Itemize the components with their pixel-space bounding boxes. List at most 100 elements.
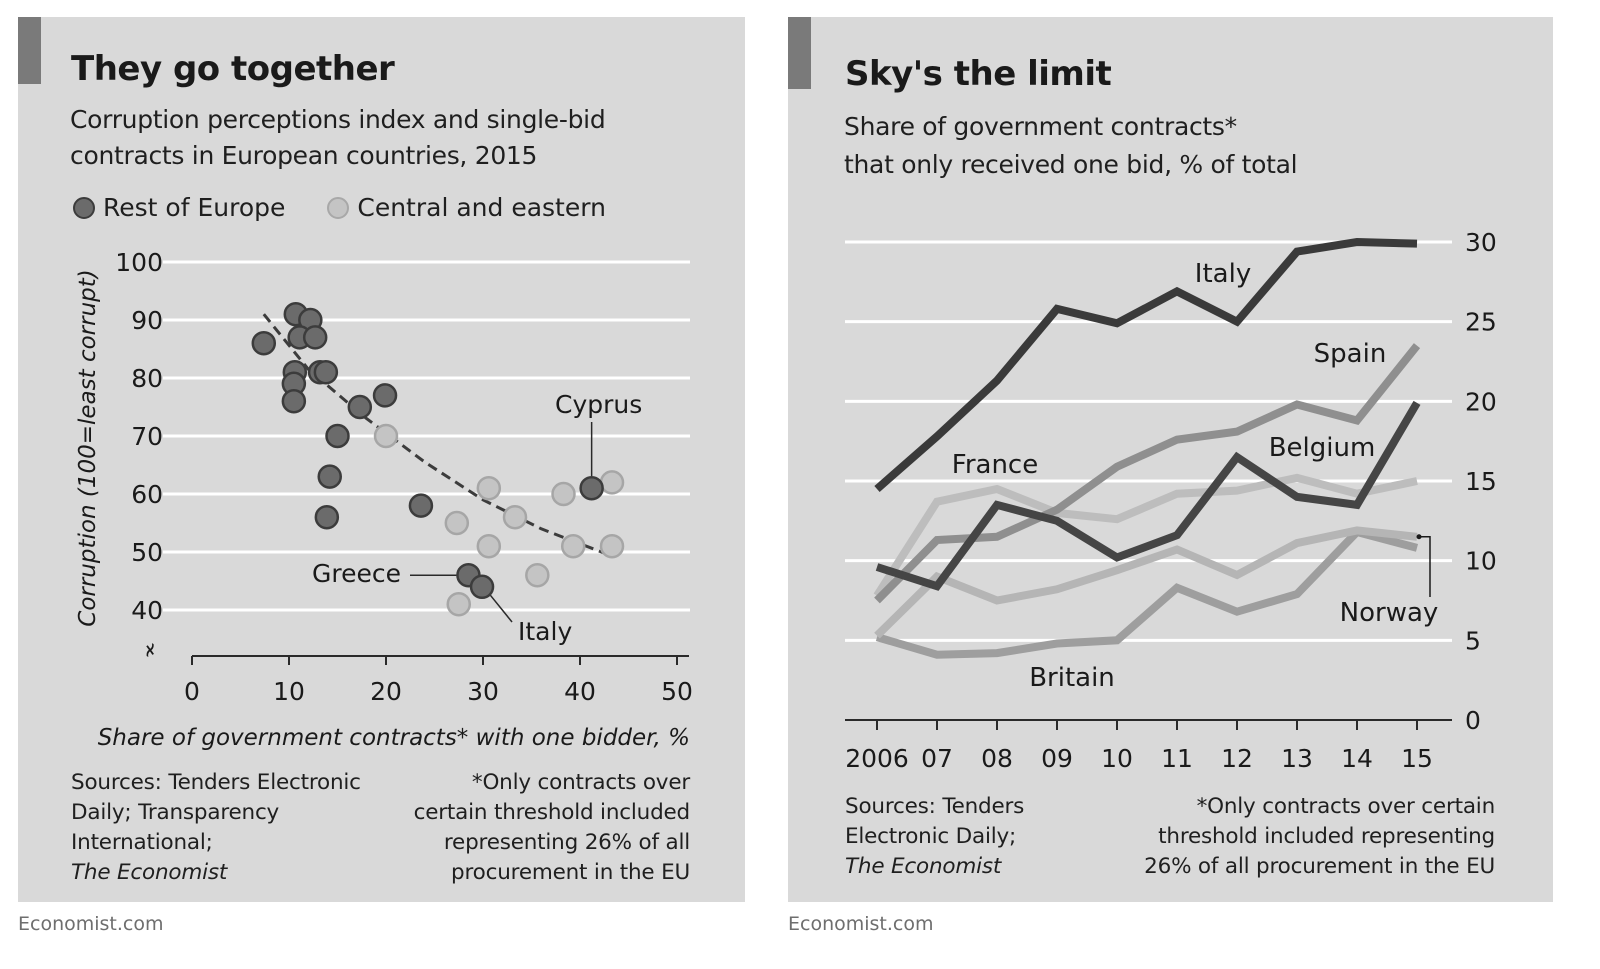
chart-legend: Rest of Europe Central and eastern: [73, 193, 648, 222]
data-point-rest-of-europe: [469, 574, 495, 600]
accent-bar: [18, 17, 41, 84]
data-point-rest-of-europe: [408, 493, 434, 518]
data-point-central-eastern: [525, 562, 550, 588]
subtitle-line: contracts in European countries, 2015: [70, 141, 538, 170]
sources-note: Sources: Tenders Electronic Daily; The E…: [845, 792, 1024, 882]
legend-marker-icon: [73, 196, 95, 219]
y-tick-label: 40: [131, 596, 163, 625]
sources-publisher: The Economist: [71, 860, 228, 885]
x-tick-label: 2006: [845, 744, 909, 773]
legend-item-central-eastern: Central and eastern: [327, 193, 606, 222]
x-tick-label: 07: [921, 744, 953, 773]
legend-label: Rest of Europe: [103, 193, 286, 222]
x-axis-title: Share of government contracts* with one …: [98, 725, 690, 751]
series-line-norway: [874, 526, 1418, 639]
legend-marker-icon: [327, 196, 350, 219]
sources-line: Electronic Daily;: [845, 824, 1017, 849]
y-axis-title: Corruption (100=least corrupt): [75, 269, 101, 626]
data-point-central-eastern: [446, 591, 471, 617]
x-tick-label: 08: [981, 744, 1013, 773]
sources-line: Daily; Transparency: [71, 800, 280, 825]
data-point-rest-of-europe: [372, 383, 398, 408]
series-line-france: [873, 473, 1418, 598]
subtitle-line: Corruption perceptions index and single-…: [70, 105, 606, 134]
data-point-central-eastern: [476, 475, 502, 501]
x-tick-label: 15: [1401, 744, 1433, 773]
axis-break-icon: ≁: [135, 636, 166, 664]
series-label-spain: Spain: [1314, 339, 1387, 369]
y-tick-label: 50: [131, 538, 163, 567]
data-point-central-eastern: [476, 533, 502, 559]
accent-bar: [788, 17, 811, 89]
data-point-rest-of-europe: [313, 359, 339, 385]
subtitle-line: that only received one bid, % of total: [844, 150, 1298, 179]
x-tick-label: 14: [1341, 744, 1373, 773]
y-tick-label: 70: [131, 422, 163, 451]
line-plot: 30 25 20 15 10 5 0 2006 07 08 09 10 11 12 13 14 15 Italy S…: [845, 228, 1497, 773]
y-tick-label: 10: [1465, 547, 1497, 576]
data-point-central-eastern: [551, 481, 576, 507]
series-line-italy: [874, 237, 1418, 493]
data-point-rest-of-europe: [325, 423, 350, 449]
annotation-label: Greece: [312, 559, 401, 588]
y-tick-label: 90: [131, 306, 163, 335]
y-tick-label: 20: [1465, 387, 1497, 416]
x-tick-label: 13: [1281, 744, 1313, 773]
annotation-leader: [1419, 536, 1431, 597]
series-line-britain: [875, 527, 1419, 659]
annotation-leader: [489, 594, 513, 623]
x-tick-label: 10: [273, 677, 305, 706]
series-label-britain: Britain: [1029, 663, 1115, 693]
x-tick-label: 09: [1041, 744, 1073, 773]
credit-text: Economist.com: [788, 913, 934, 935]
chart-title: They go together: [71, 49, 395, 89]
data-point-central-eastern: [373, 423, 399, 449]
data-point-central-eastern: [599, 470, 625, 495]
y-tick-label: 5: [1465, 626, 1481, 655]
y-tick-label: 25: [1465, 308, 1497, 337]
footnote-line: certain threshold included: [413, 800, 691, 825]
credit-text: Economist.com: [18, 913, 164, 935]
x-tick-label: 11: [1161, 744, 1193, 773]
footnote-line: 26% of all procurement in the EU: [1144, 854, 1495, 879]
series-label-france: France: [952, 450, 1038, 480]
data-point-central-eastern: [502, 504, 528, 530]
series-line-spain: [874, 343, 1421, 604]
x-tick-label: 10: [1101, 744, 1133, 773]
y-tick-label: 60: [131, 480, 163, 509]
chart-subtitle: Share of government contracts* that only…: [844, 108, 1298, 184]
chart-title: Sky's the limit: [845, 54, 1112, 94]
footnote: *Only contracts over certain threshold i…: [413, 768, 691, 888]
footnote-line: procurement in the EU: [451, 860, 690, 885]
sources-publisher: The Economist: [845, 854, 1002, 879]
data-point-rest-of-europe: [251, 330, 277, 356]
annotation-label: Cyprus: [555, 390, 642, 419]
sources-line: Sources: Tenders: [845, 794, 1025, 819]
data-point-central-eastern: [599, 533, 625, 559]
series-line-belgium: [875, 400, 1421, 591]
data-point-rest-of-europe: [302, 325, 328, 350]
data-point-rest-of-europe: [314, 504, 340, 530]
footnote-line: representing 26% of all: [443, 830, 690, 855]
data-point-rest-of-europe: [347, 394, 373, 420]
scatter-plot: 100 90 80 70 60 50 40 ≁ 0 10 20 30 40 50 Share of gove…: [75, 248, 693, 751]
annotation-label: Italy: [518, 617, 572, 646]
subtitle-line: Share of government contracts*: [844, 112, 1237, 141]
series-label-belgium: Belgium: [1269, 433, 1376, 463]
data-point-central-eastern: [444, 510, 470, 536]
data-point-rest-of-europe: [317, 464, 342, 489]
series-label-norway: Norway: [1340, 598, 1439, 628]
x-tick-label: 40: [564, 677, 596, 706]
y-tick-label: 80: [131, 364, 163, 393]
y-tick-label: 15: [1465, 467, 1497, 496]
footnote: *Only contracts over certain threshold i…: [1144, 792, 1495, 882]
sources-note: Sources: Tenders Electronic Daily; Trans…: [71, 768, 361, 888]
x-tick-label: 12: [1221, 744, 1253, 773]
data-point-rest-of-europe: [579, 475, 604, 501]
footnote-line: *Only contracts over certain: [1196, 794, 1496, 819]
y-tick-label: 0: [1465, 706, 1481, 735]
y-tick-label: 100: [115, 248, 163, 277]
x-tick-label: 50: [661, 677, 693, 706]
legend-item-rest-of-europe: Rest of Europe: [73, 193, 285, 222]
